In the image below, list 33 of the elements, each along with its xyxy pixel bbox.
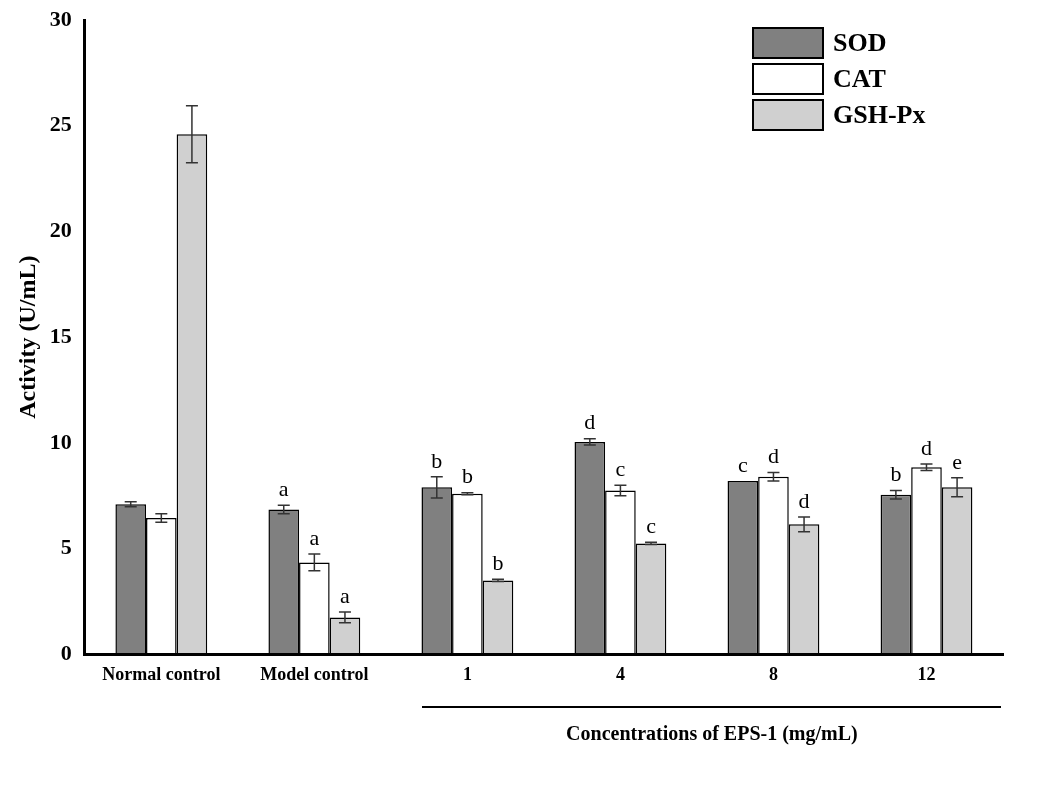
x-axis-title: Concentrations of EPS-1 (mg/mL) (566, 722, 858, 746)
y-tick-label: 30 (49, 5, 72, 31)
data-label: d (767, 443, 779, 469)
x-tick-label: 12 (917, 663, 936, 684)
data-label: b (431, 447, 443, 473)
y-tick-label: 15 (49, 322, 72, 348)
x-tick-label: Model control (260, 663, 369, 684)
data-label: a (309, 524, 320, 550)
legend-label: GSH-Px (833, 99, 926, 129)
data-label: c (737, 451, 748, 477)
y-tick-label: 10 (49, 428, 72, 454)
x-tick-label: 8 (768, 663, 778, 684)
data-label: e (952, 448, 962, 474)
data-label: b (461, 463, 473, 489)
data-label: d (584, 409, 596, 435)
y-tick-label: 5 (60, 534, 72, 560)
data-label: c (615, 456, 626, 482)
data-label: a (340, 582, 351, 608)
x-tick-label: Normal control (102, 663, 221, 684)
data-label: d (798, 487, 810, 513)
data-label: b (492, 550, 504, 576)
x-tick-label: 4 (615, 663, 625, 684)
data-label: d (920, 434, 932, 460)
data-label: c (646, 513, 657, 539)
data-label: a (278, 476, 289, 502)
y-tick-label: 25 (49, 111, 72, 137)
data-label: b (890, 461, 902, 487)
y-tick-label: 0 (60, 640, 72, 666)
y-tick-label: 20 (49, 217, 72, 243)
x-tick-label: 1 (462, 663, 472, 684)
legend-label: CAT (833, 63, 886, 93)
legend-label: SOD (833, 27, 887, 57)
y-axis-title: Activity (U/mL) (13, 255, 40, 419)
